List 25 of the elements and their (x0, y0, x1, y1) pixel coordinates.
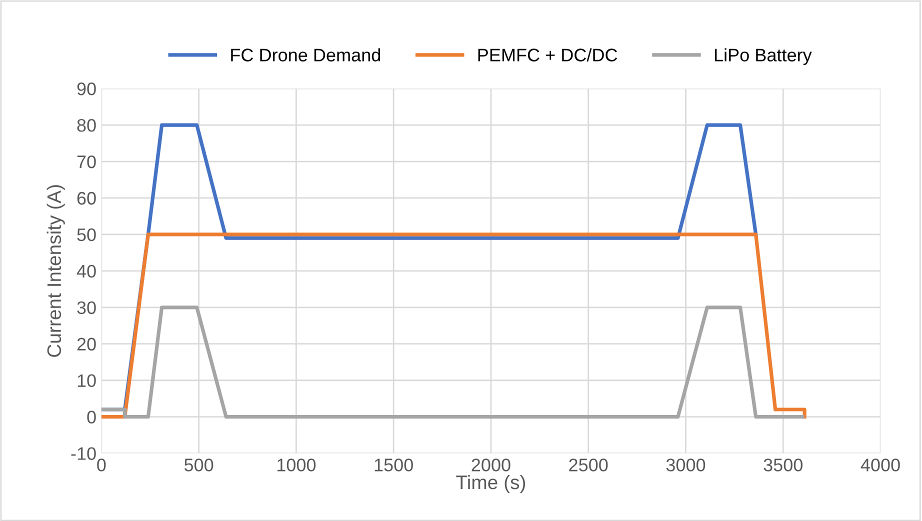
y-tick-label: 0 (87, 410, 96, 424)
y-tick-label: 10 (78, 374, 96, 388)
x-tick-label: 4000 (860, 458, 900, 472)
y-tick-label: 60 (77, 192, 96, 205)
x-tick-label: 1500 (374, 458, 413, 472)
x-tick-label: 0 (97, 458, 106, 472)
x-tick-label: 3000 (666, 458, 706, 472)
y-tick-label: 70 (77, 155, 96, 168)
x-tick-label: 500 (184, 458, 214, 472)
legend-label: PEMFC + DC/DC (478, 48, 618, 62)
x-tick-label: 1000 (277, 458, 316, 472)
x-tick-label: 2500 (569, 458, 608, 472)
y-tick-label: 90 (77, 82, 96, 96)
x-axis-title: Time (s) (456, 474, 526, 494)
x-tick-label: 2000 (472, 458, 510, 472)
y-tick-label: 20 (77, 338, 96, 351)
y-tick-label: 40 (76, 264, 96, 278)
legend-label: FC Drone Demand (231, 48, 380, 62)
y-tick-label: 30 (77, 301, 96, 314)
y-axis-title: Current Intensity (A) (46, 185, 65, 357)
y-tick-label: -10 (71, 447, 96, 460)
y-tick-label: 80 (77, 118, 96, 132)
x-tick-label: 3500 (764, 458, 803, 472)
y-tick-label: 50 (77, 228, 96, 242)
legend-label: LiPo Battery (714, 48, 812, 66)
